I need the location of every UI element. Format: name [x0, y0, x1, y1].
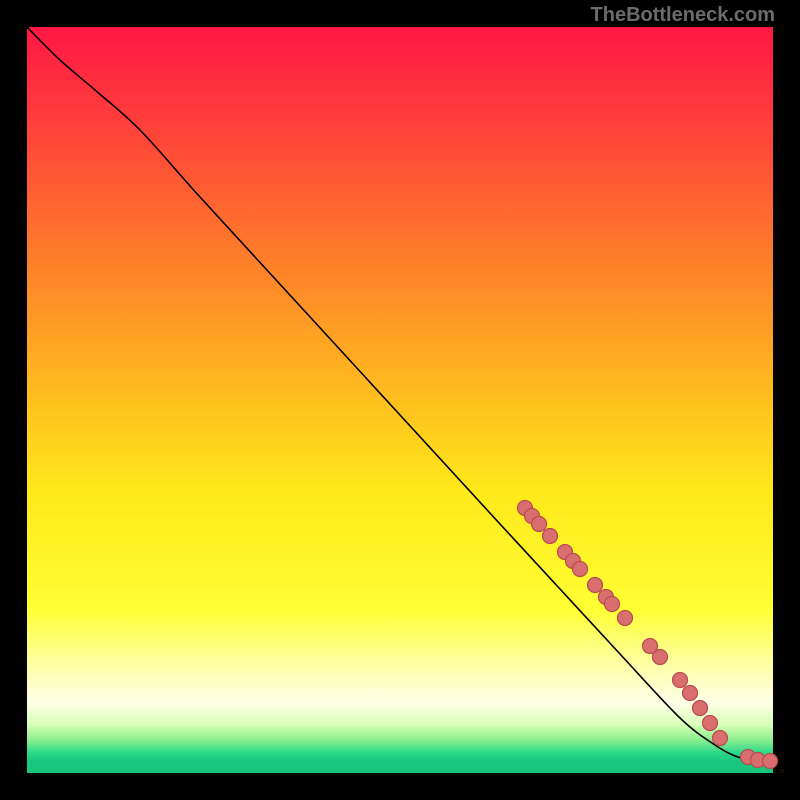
data-marker: [573, 562, 588, 577]
data-marker: [673, 673, 688, 688]
data-marker: [653, 650, 668, 665]
data-marker: [618, 611, 633, 626]
data-marker: [543, 529, 558, 544]
data-marker: [588, 578, 603, 593]
data-marker: [713, 731, 728, 746]
data-marker: [532, 517, 547, 532]
data-marker: [763, 754, 778, 769]
data-marker: [605, 597, 620, 612]
data-marker: [703, 716, 718, 731]
chart-svg: [0, 0, 800, 800]
data-marker: [683, 686, 698, 701]
data-marker: [693, 701, 708, 716]
